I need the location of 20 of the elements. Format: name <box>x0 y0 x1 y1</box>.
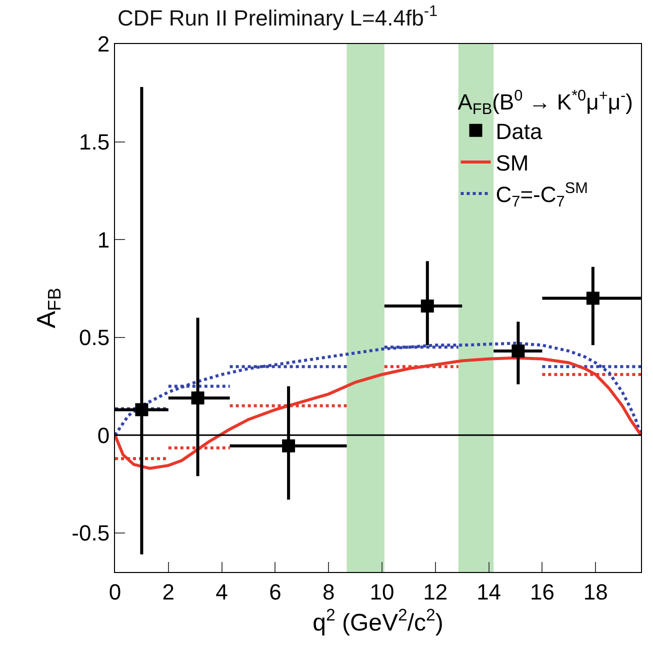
legend-label: SM <box>496 150 529 176</box>
x-tick-label: 18 <box>583 579 608 604</box>
x-tick-label: 8 <box>322 579 335 604</box>
y-tick-label: 1 <box>97 227 110 252</box>
x-tick-label: 16 <box>530 579 554 604</box>
y-tick-label: 2 <box>97 32 110 57</box>
y-tick-label: 0 <box>97 422 110 448</box>
chart-title: CDF Run II Preliminary L=4.4fb$^{-1}$ <box>118 3 438 30</box>
text: A$_{FB}$(B$^{0}$ → K$^{*0}$μ$^{+}$μ$^{-}$) <box>458 87 633 118</box>
x-tick-label: 14 <box>476 579 502 604</box>
x-tick-label: 12 <box>423 579 448 604</box>
y-tick-label: -0.5 <box>72 520 110 546</box>
y-tick-label: 0.5 <box>79 325 110 350</box>
legend-label: Data <box>496 118 543 144</box>
x-tick-label: 6 <box>269 579 282 604</box>
x-tick-label: 10 <box>370 579 394 604</box>
x-tick-label: 4 <box>216 579 228 604</box>
y-tick-label: 1.5 <box>79 129 110 154</box>
x-tick-label: 2 <box>162 579 175 604</box>
x-axis-title: q$^{2}$ (GeV$^{2}$/c$^{2}$) <box>312 606 444 637</box>
